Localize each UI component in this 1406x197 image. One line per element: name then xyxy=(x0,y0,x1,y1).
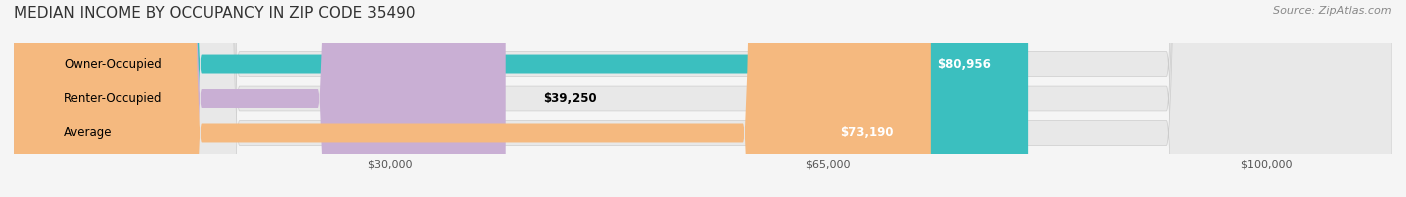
FancyBboxPatch shape xyxy=(14,0,1392,197)
Text: Renter-Occupied: Renter-Occupied xyxy=(65,92,163,105)
Text: Owner-Occupied: Owner-Occupied xyxy=(65,58,162,71)
FancyBboxPatch shape xyxy=(14,0,506,197)
Text: Source: ZipAtlas.com: Source: ZipAtlas.com xyxy=(1274,6,1392,16)
Text: Average: Average xyxy=(65,126,112,139)
FancyBboxPatch shape xyxy=(14,0,1392,197)
FancyBboxPatch shape xyxy=(14,0,1392,197)
Text: $80,956: $80,956 xyxy=(936,58,991,71)
FancyBboxPatch shape xyxy=(14,0,931,197)
Text: $73,190: $73,190 xyxy=(839,126,893,139)
FancyBboxPatch shape xyxy=(14,0,1028,197)
Text: $39,250: $39,250 xyxy=(543,92,598,105)
Text: MEDIAN INCOME BY OCCUPANCY IN ZIP CODE 35490: MEDIAN INCOME BY OCCUPANCY IN ZIP CODE 3… xyxy=(14,6,416,21)
